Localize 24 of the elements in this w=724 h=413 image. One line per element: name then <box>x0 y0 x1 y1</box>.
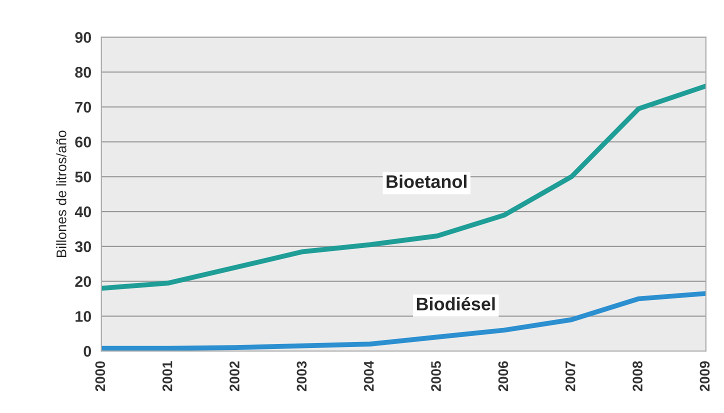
series-label: Biodiésel <box>416 297 495 310</box>
x-tick-label: 2000 <box>95 361 106 392</box>
y-axis-title: Billones de litros/año <box>56 130 66 258</box>
x-tick-label: 2008 <box>632 361 642 392</box>
y-tick-label: 70 <box>75 102 92 113</box>
y-tick-label: 60 <box>75 136 92 148</box>
x-tick-label: 2009 <box>700 361 710 392</box>
x-tick-label: 2004 <box>364 360 374 392</box>
x-tick-label: 2006 <box>498 361 508 392</box>
y-tick-label: 0 <box>84 346 92 357</box>
y-tick-label: 40 <box>74 206 92 218</box>
x-tick-label: 2007 <box>565 361 576 392</box>
y-tick-label: 50 <box>75 172 92 182</box>
y-tick-label: 90 <box>75 32 92 43</box>
line-series <box>101 84 706 291</box>
y-tick-label: 80 <box>75 66 92 78</box>
x-tick-label: 2005 <box>431 361 441 392</box>
x-tick-label: 2002 <box>230 361 240 392</box>
y-tick-label: 30 <box>74 241 92 252</box>
x-tick-label: 2001 <box>162 361 172 392</box>
y-tick-label: 20 <box>75 276 92 287</box>
text: Bioetanol <box>386 174 466 188</box>
x-tick-label: 2003 <box>296 361 307 392</box>
y-tick-label: 10 <box>76 311 92 322</box>
